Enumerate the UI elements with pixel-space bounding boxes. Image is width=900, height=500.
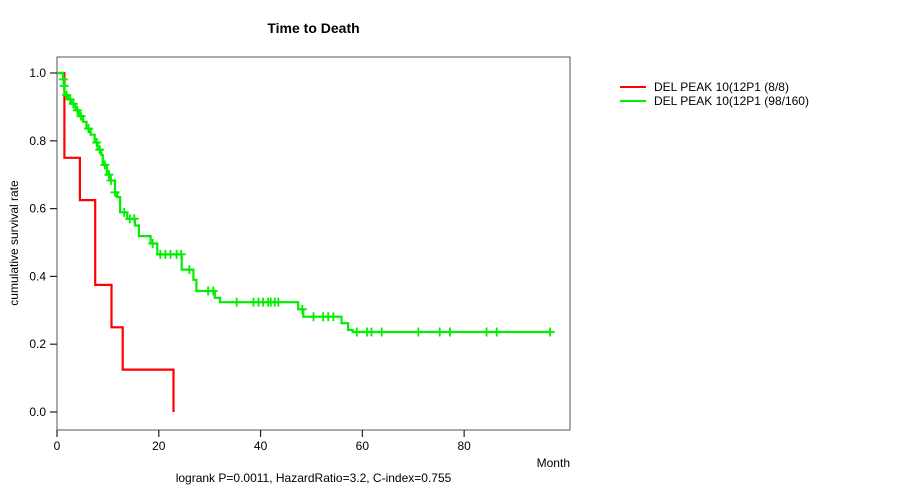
stats-annotation: logrank P=0.0011, HazardRatio=3.2, C-ind… [175, 471, 452, 485]
x-tick-label: 20 [152, 439, 166, 453]
y-tick-label: 0.8 [29, 134, 46, 148]
x-tick-label: 80 [457, 439, 471, 453]
x-tick-label: 40 [254, 439, 268, 453]
green-line-swatch [620, 100, 646, 102]
y-tick-label: 0.6 [29, 202, 46, 216]
y-axis-title: cumulative survival rate [7, 180, 21, 306]
y-tick-label: 0.0 [29, 405, 46, 419]
legend-item-red-group: DEL PEAK 10(12P1 (8/8) [620, 80, 809, 94]
x-tick-label: 0 [54, 439, 61, 453]
red-survival-curve [57, 71, 175, 412]
legend-label-green-group: DEL PEAK 10(12P1 (98/160) [654, 94, 809, 108]
legend-item-green-group: DEL PEAK 10(12P1 (98/160) [620, 94, 809, 108]
y-tick-label: 0.4 [29, 269, 46, 283]
x-tick-label: 60 [356, 439, 370, 453]
chart-title: Time to Death [267, 20, 360, 36]
plot-box [56, 56, 571, 431]
green-survival-curve [57, 71, 551, 334]
x-axis-title: Month [536, 456, 570, 470]
y-tick-label: 1.0 [29, 66, 46, 80]
legend-label-red-group: DEL PEAK 10(12P1 (8/8) [654, 80, 789, 94]
y-tick-label: 0.2 [29, 337, 46, 351]
legend: DEL PEAK 10(12P1 (8/8) DEL PEAK 10(12P1 … [620, 80, 809, 108]
red-line-swatch [620, 86, 646, 88]
